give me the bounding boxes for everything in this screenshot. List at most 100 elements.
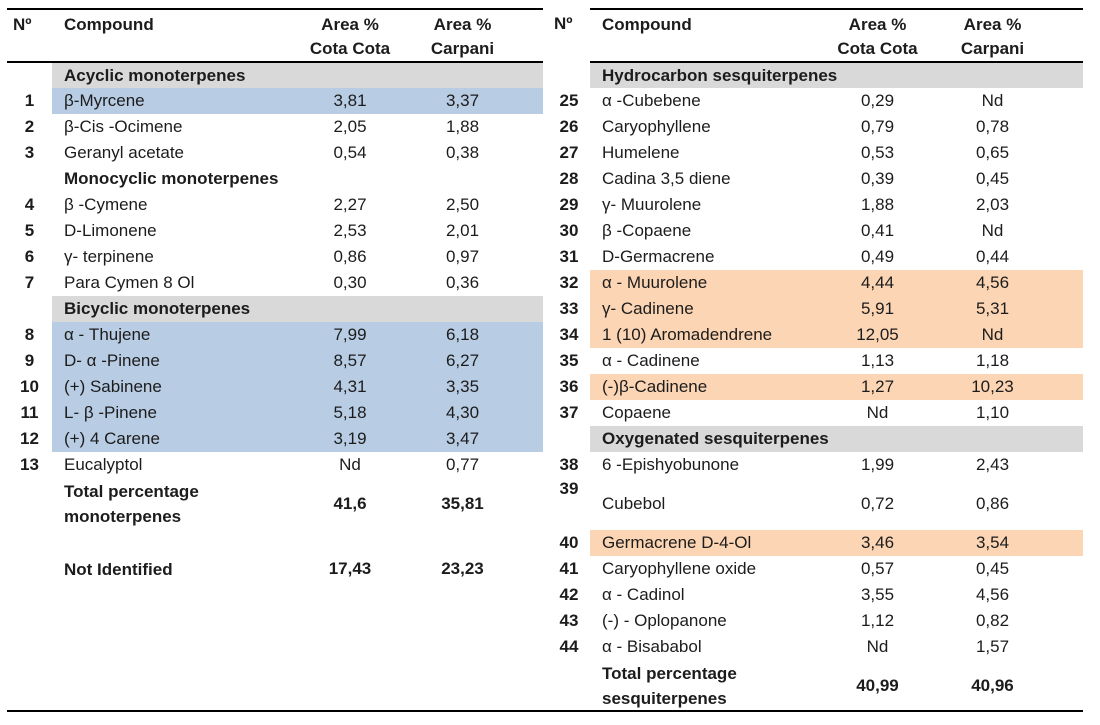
value-cota-cota: 17,43: [328, 559, 372, 578]
filler-cell: [515, 244, 543, 270]
compound-name: Cadina 3,5 diene: [602, 169, 731, 188]
filler-cell: [1045, 608, 1083, 634]
value-cota-cota: 3,81: [290, 88, 410, 114]
value-cota-cota: 0,53: [860, 143, 895, 162]
filler-cell: [515, 374, 543, 400]
left-compound-table: Nº Compound Area % Cota Cota Area % Carp…: [7, 8, 543, 582]
cota-cota-label: Cota Cota: [837, 39, 918, 58]
filler-cell: [1045, 660, 1083, 712]
compound-name: γ- Cadinene: [590, 296, 815, 322]
value-cota-cota: 0,79: [860, 117, 895, 136]
compound-name: Geranyl acetate: [64, 143, 185, 162]
filler-cell: [515, 192, 543, 218]
row-number: 37: [559, 403, 579, 422]
table-row: 44 α - Bisababol Nd 1,57: [548, 634, 1083, 660]
table-row: 2 β-Cis -Ocimene 2,05 1,88: [7, 114, 543, 140]
table-bottom-border: [7, 710, 1083, 712]
row-number: 3: [24, 143, 35, 162]
value-cota-cota: 12,05: [815, 322, 940, 348]
row-number: 25: [559, 91, 579, 110]
table-row: 7 Para Cymen 8 Ol 0,30 0,36: [7, 270, 543, 296]
value-cota-cota: 0,49: [860, 247, 895, 266]
row-number: 29: [559, 195, 579, 214]
value-carpani: 0,45: [975, 559, 1010, 578]
filler-cell: [515, 556, 543, 582]
table-row: 29 γ- Muurolene 1,88 2,03: [548, 192, 1083, 218]
table-row: 35 α - Cadinene 1,13 1,18: [548, 348, 1083, 374]
value-cota-cota: 0,72: [860, 494, 895, 513]
value-cota-cota: 41,6: [333, 494, 367, 513]
value-carpani: 10,23: [940, 374, 1045, 400]
compound-name: (+) 4 Carene: [52, 426, 290, 452]
compound-name: Total percentage sesquiterpenes: [602, 664, 737, 708]
value-carpani: 6,18: [410, 322, 515, 348]
filler-cell: [1045, 244, 1083, 270]
area-percent-label: Area %: [433, 15, 492, 34]
table-row: 3 Geranyl acetate 0,54 0,38: [7, 140, 543, 166]
value-cota-cota: 1,12: [860, 611, 895, 630]
value-cota-cota: 4,44: [815, 270, 940, 296]
row-number: 32: [559, 273, 579, 292]
table-row: 36 (-)β-Cadinene 1,27 10,23: [548, 374, 1083, 400]
filler-cell: [1045, 530, 1083, 556]
carpani-label: Carpani: [430, 39, 495, 58]
filler-cell: [515, 478, 543, 530]
compound-name: Caryophyllene: [602, 117, 711, 136]
table-row: 37 Copaene Nd 1,10: [548, 400, 1083, 426]
table-row: 4 β -Cymene 2,27 2,50: [7, 192, 543, 218]
row-number-cell: [7, 166, 52, 192]
filler-cell: [1045, 582, 1083, 608]
row-number: 40: [559, 533, 579, 552]
area-percent-label: Area %: [321, 15, 379, 34]
compound-name: Eucalyptol: [64, 455, 143, 474]
filler-cell: [515, 218, 543, 244]
value-carpani: Nd: [981, 91, 1004, 110]
row-number: 5: [24, 221, 35, 240]
compound-name: L- β -Pinene: [52, 400, 290, 426]
compound-name: β -Cymene: [64, 195, 148, 214]
table-row: 10 (+) Sabinene 4,31 3,35: [7, 374, 543, 400]
table-row: 43 (-) - Oplopanone 1,12 0,82: [548, 608, 1083, 634]
compound-name: α -Cubebene: [602, 91, 701, 110]
column-header-compound: Compound: [52, 8, 290, 63]
value-carpani: 6,27: [410, 348, 515, 374]
compound-name: D-Limonene: [64, 221, 157, 240]
compound-name: D-Germacrene: [602, 247, 715, 266]
compound-name: D- α -Pinene: [52, 348, 290, 374]
compound-name: β-Myrcene: [52, 88, 290, 114]
compound-name: α - Thujene: [52, 322, 290, 348]
filler-cell: [1045, 218, 1083, 244]
row-number: 4: [24, 195, 35, 214]
filler-cell: [1045, 88, 1083, 114]
section-row: Bicyclic monoterpenes: [7, 296, 543, 322]
value-cota-cota: 5,18: [290, 400, 410, 426]
row-number: [7, 478, 52, 530]
table-row: 5 D-Limonene 2,53 2,01: [7, 218, 543, 244]
compound-name: β-Cis -Ocimene: [64, 117, 183, 136]
value-carpani: 4,30: [410, 400, 515, 426]
row-number-cell: [7, 530, 52, 556]
row-number: 28: [559, 169, 579, 188]
section-row: Hydrocarbon sesquiterpenes: [548, 62, 1083, 88]
value-cota-cota: 0,54: [333, 143, 367, 162]
row-number: 13: [20, 455, 39, 474]
value-cota-cota: Nd: [866, 637, 889, 656]
filler-cell: [1045, 478, 1083, 530]
row-number-cell: [7, 62, 52, 88]
row-number: 38: [559, 455, 579, 474]
compound-name: β -Copaene: [602, 221, 692, 240]
table-row: 12 (+) 4 Carene 3,19 3,47: [7, 426, 543, 452]
row-number: 36: [559, 377, 579, 396]
column-header-number: Nº: [554, 14, 573, 33]
value-carpani: 3,54: [940, 530, 1045, 556]
table-row: 9 D- α -Pinene 8,57 6,27: [7, 348, 543, 374]
row-number: 31: [559, 247, 579, 266]
value-cota-cota: 0,39: [860, 169, 895, 188]
value-cota-cota: 3,19: [290, 426, 410, 452]
total-row: Not Identified 17,43 23,23: [7, 556, 543, 582]
table-row: 30 β -Copaene 0,41 Nd: [548, 218, 1083, 244]
value-cota-cota: Nd: [866, 403, 889, 422]
filler-cell: [515, 452, 543, 478]
value-carpani: 0,78: [975, 117, 1010, 136]
value-carpani: 1,18: [975, 351, 1010, 370]
